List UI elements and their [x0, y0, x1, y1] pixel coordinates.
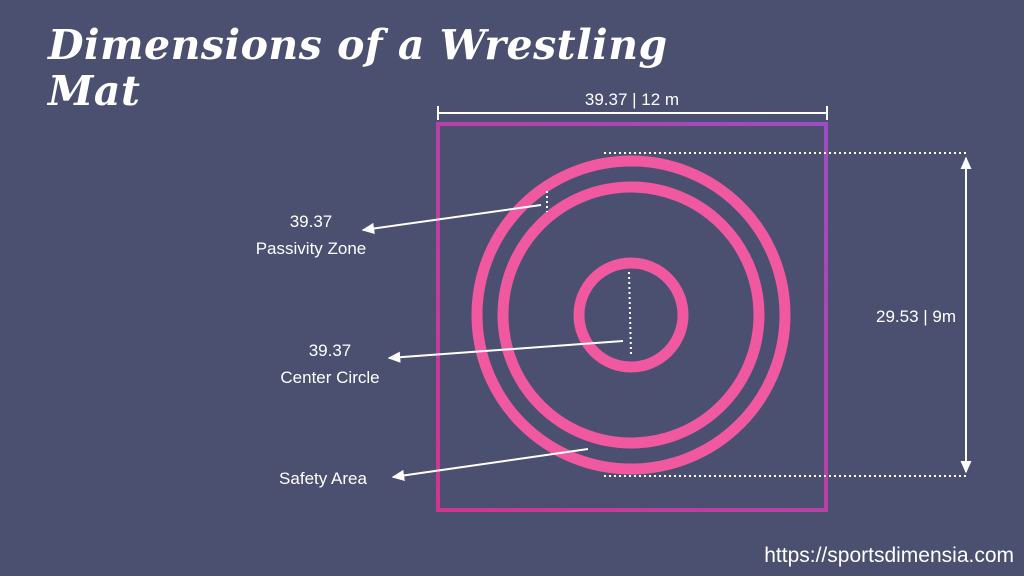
passivity-zone-arrow [361, 204, 542, 234]
source-url: https://sportsdimensia.com [764, 544, 1014, 567]
center-circle-arrow [387, 340, 624, 363]
width-label: 39.37 | 12 m [585, 90, 679, 109]
safety-area-ring [471, 155, 791, 475]
safety-area-arrow [391, 448, 589, 481]
center-circle-value: 39.37 [309, 341, 352, 360]
passivity-zone-ring [497, 181, 765, 449]
page-title: Dimensions of a Wrestling Mat [48, 21, 668, 115]
center-circle [573, 257, 689, 373]
passivity-zone-label: Passivity Zone [256, 239, 367, 258]
safety-area-label: Safety Area [279, 469, 367, 488]
center-circle-label: Center Circle [280, 368, 379, 387]
passivity-zone-value: 39.37 [290, 212, 333, 231]
center-radius-dotted-line [628, 271, 632, 356]
mat-square [436, 122, 828, 512]
height-label: 29.53 | 9m [876, 307, 956, 326]
